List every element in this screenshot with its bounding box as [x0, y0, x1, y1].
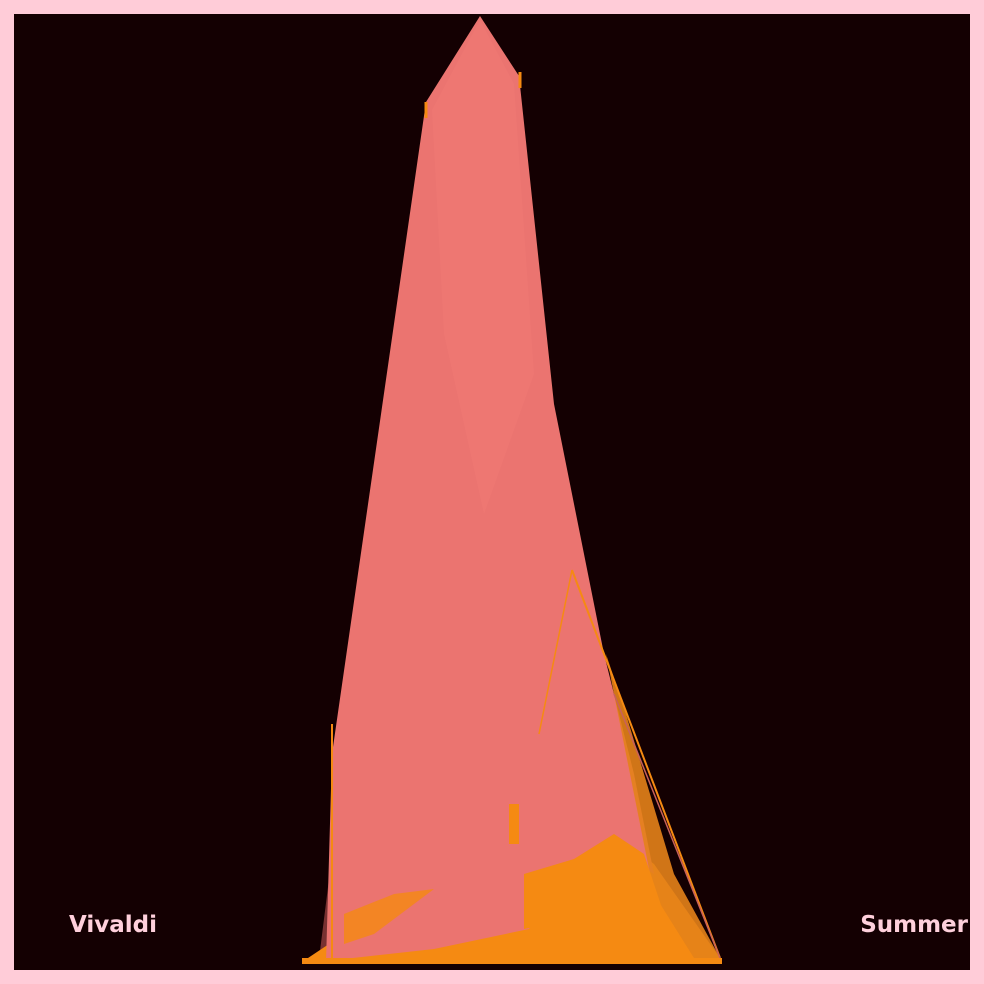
- base-fragment: [524, 834, 664, 929]
- peak-line: [613, 693, 721, 959]
- peak-line: [571, 569, 721, 959]
- spectral-peak-artwork: [302, 16, 722, 964]
- artwork-canvas: Vivaldi Summer: [14, 14, 970, 970]
- peak-highlight-shape: [432, 20, 534, 514]
- left-caption: Vivaldi: [69, 912, 158, 938]
- base-fragment: [344, 889, 434, 944]
- right-caption: Summer: [860, 912, 968, 938]
- peak-line: [538, 569, 573, 735]
- base-fragment: [509, 804, 519, 844]
- base-ticks: [302, 958, 722, 964]
- right-edge-orange-shape: [606, 654, 720, 958]
